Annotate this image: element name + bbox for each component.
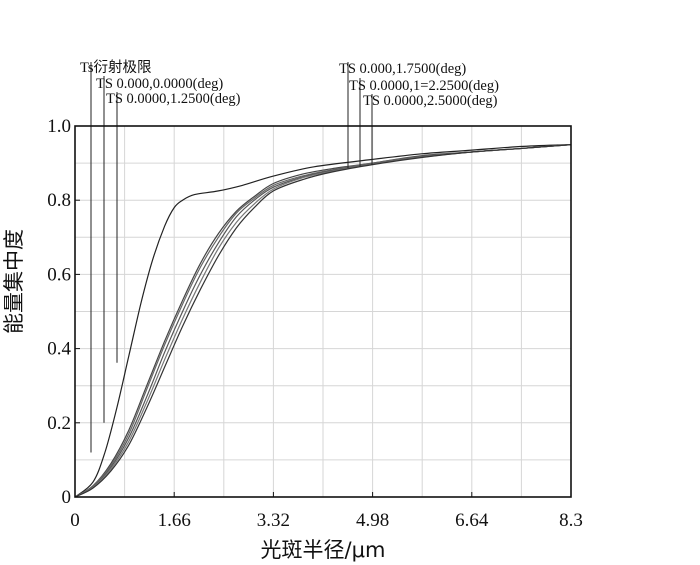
x-axis-label: 光斑半径/μm [261,538,386,562]
y-tick-label: 0.2 [47,413,71,434]
y-tick-label: 0.8 [47,190,71,211]
y-tick-label: 0.4 [47,339,71,360]
annotation-label: TS 0.0000,1=2.2500(deg) [349,78,499,94]
tick-labels: 0 1.66 3.32 4.98 6.64 8.3 0 0.2 0.4 0.6 0.8 1.0 [47,116,583,531]
series-line-2 [74,144,572,498]
y-tick-label: 0.6 [47,264,71,285]
y-axis-label: 能量集中度 [2,229,26,334]
annotation-label: TS 0.0000,2.5000(deg) [363,93,498,109]
x-tick-label: 0 [70,510,80,531]
grid-lines [75,126,571,497]
series-line-1 [74,144,572,498]
plot-frame [74,125,572,498]
annotation-label: TS 0.000,1.7500(deg) [339,61,466,77]
x-tick-label: 4.98 [356,510,389,531]
x-tick-label: 8.3 [559,510,583,531]
y-tick-label: 0 [62,487,72,508]
series-curves [74,144,572,498]
x-tick-label: 6.64 [455,510,489,531]
annotation-label: Ts衍射极限 [80,59,152,76]
annotation-leaders [90,62,373,453]
x-tick-label: 1.66 [158,510,191,531]
annotation-label: TS 0.0000,1.2500(deg) [106,91,241,107]
x-tick-label: 3.32 [257,510,290,531]
annotation-label: TS 0.000,0.0000(deg) [96,76,223,92]
y-tick-label: 1.0 [47,116,71,137]
series-line-6 [74,144,572,498]
